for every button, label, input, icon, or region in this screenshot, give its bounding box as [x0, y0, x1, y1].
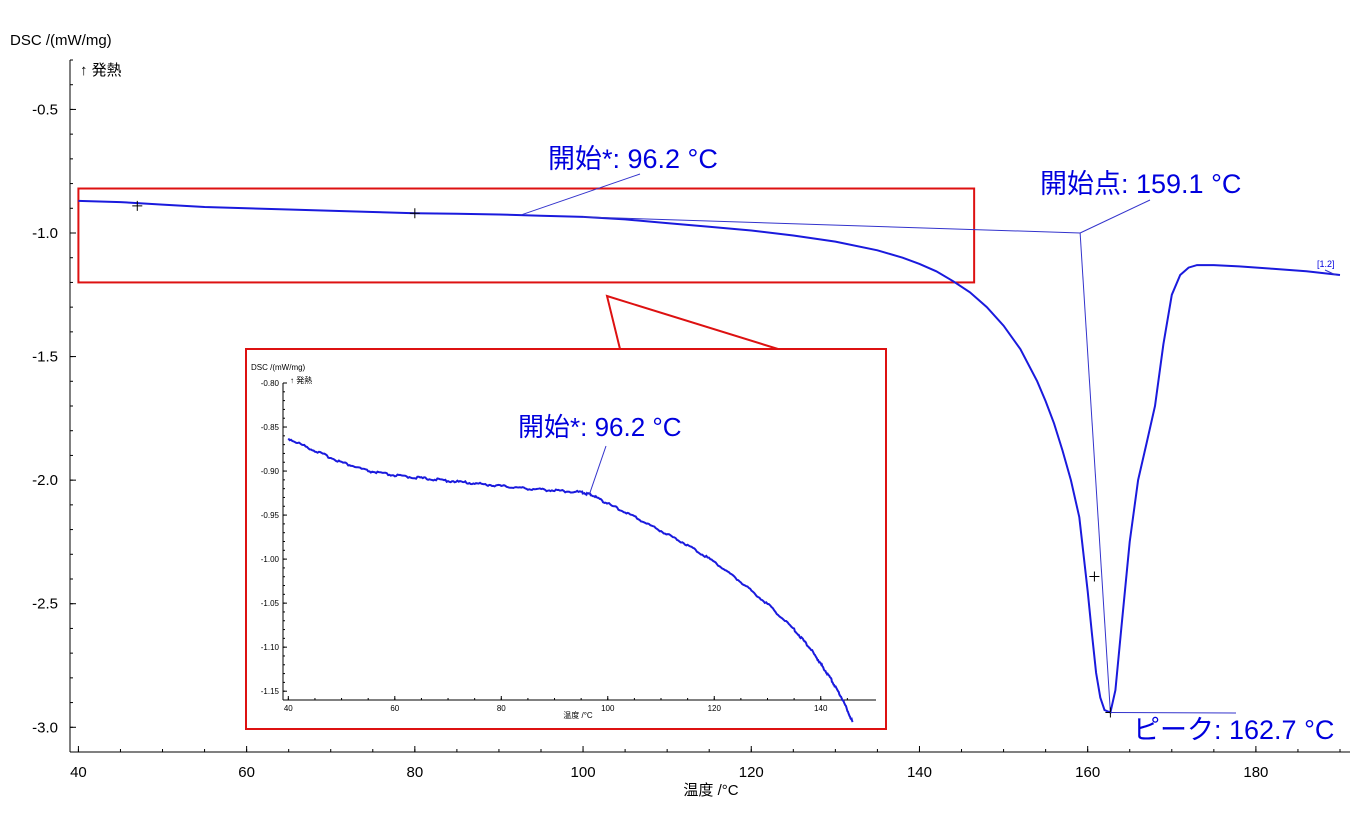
- x-tick-label: 180: [1243, 764, 1268, 781]
- y-tick-label: -2.5: [32, 596, 58, 613]
- main-plot-area: 開始*: 96.2 °C 開始点: 159.1 °C ピーク: 162.7 °C [1…: [78, 144, 1341, 745]
- data-marker: [132, 200, 143, 211]
- x-tick-label: 80: [406, 764, 423, 781]
- inset-x-tick-label: 40: [284, 704, 293, 713]
- x-tick-label: 100: [571, 764, 596, 781]
- inset-x-tick-label: 80: [497, 704, 506, 713]
- x-axis-title: 温度 /°C: [683, 782, 738, 799]
- inset-y-tick-label: -1.05: [261, 599, 280, 608]
- inset-y-tick-label: -0.85: [261, 423, 280, 432]
- inset-y-tick-label: -0.90: [261, 467, 280, 476]
- annotation-peak: ピーク: 162.7 °C: [1133, 715, 1334, 745]
- inset-y-tick-label: -0.95: [261, 511, 280, 520]
- inset-x-tick-label: 60: [390, 704, 399, 713]
- dsc-curve: [78, 199, 1341, 714]
- onset-baseline: [583, 216, 1081, 234]
- inset-y-tick-label: -1.00: [261, 555, 280, 564]
- inset-x-tick-label: 100: [601, 704, 615, 713]
- y-tick-label: -1.0: [32, 225, 58, 242]
- x-tick-label: 120: [739, 764, 764, 781]
- y-tick-label: -3.0: [32, 719, 58, 736]
- y-axis-title: DSC /(mW/mg): [10, 32, 112, 49]
- y-tick-label: -1.5: [32, 349, 58, 366]
- exotherm-direction-label: ↑ 発熱: [80, 62, 122, 79]
- annotation-leader: [1110, 711, 1237, 714]
- inset-annotation-onset-star: 開始*: 96.2 °C: [518, 412, 682, 442]
- curve-id-leader: [1324, 269, 1337, 276]
- x-tick-label: 160: [1075, 764, 1100, 781]
- data-marker: [1089, 571, 1100, 582]
- inset-x-axis-title: 温度 /°C: [563, 710, 593, 720]
- annotation-leader: [520, 173, 641, 216]
- y-tick-label: -2.0: [32, 472, 58, 489]
- callout-pointer: [605, 294, 779, 350]
- inset-x-tick-label: 120: [708, 704, 722, 713]
- x-tick-label: 40: [70, 764, 87, 781]
- data-marker: [409, 208, 420, 219]
- x-tick-label: 140: [907, 764, 932, 781]
- inset-exotherm-label: ↑ 発熱: [290, 375, 312, 385]
- inset-y-tick-label: -1.10: [261, 643, 280, 652]
- onset-tangent: [1079, 232, 1111, 713]
- inset-y-tick-label: -1.15: [261, 687, 280, 696]
- inset-panel: [245, 348, 887, 730]
- main-ticks: -0.5 -1.0 -1.5 -2.0 -2.5 -3.0 40 60 80 100 120 140 1…: [32, 59, 1341, 781]
- inset-y-axis-title: DSC /(mW/mg): [251, 363, 306, 372]
- inset-axes: -0.80 -0.85 -0.90 -0.95 -1.00 -1.05 -1.10 -1.15…: [261, 379, 876, 713]
- annotation-onset-point: 開始点: 159.1 °C: [1040, 169, 1241, 199]
- inset-y-tick-label: -0.80: [261, 379, 280, 388]
- inset-x-tick-label: 140: [814, 704, 828, 713]
- y-tick-label: -0.5: [32, 101, 58, 118]
- annotation-leader: [1079, 199, 1151, 234]
- inset-annotation-leader: [589, 445, 607, 495]
- annotation-onset-star: 開始*: 96.2 °C: [548, 144, 718, 174]
- zoom-callout: [77, 187, 976, 350]
- inset-dsc-curve: [287, 437, 854, 723]
- x-tick-label: 60: [238, 764, 255, 781]
- inset-plot-area: 開始*: 96.2 °C: [287, 412, 854, 723]
- curve-id-label: [1.2]: [1317, 259, 1335, 269]
- zoom-region-box: [77, 187, 976, 284]
